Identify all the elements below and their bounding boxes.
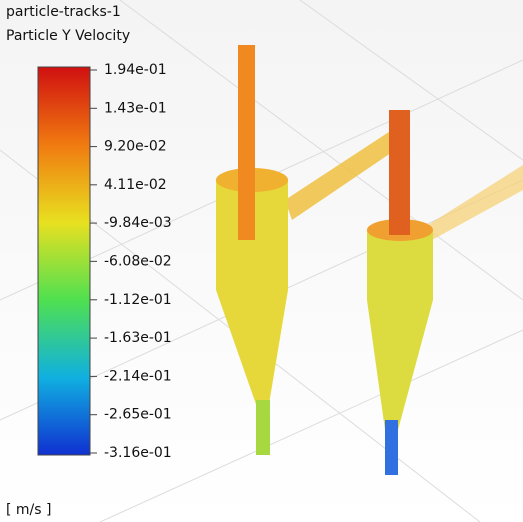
- page: particle-tracks-1 Particle Y Velocity [ …: [0, 0, 523, 522]
- pipe-right: [389, 110, 410, 235]
- tick-label: 4.11e-02: [104, 177, 167, 193]
- viewport: particle-tracks-1 Particle Y Velocity [ …: [0, 0, 523, 522]
- legend-title: particle-tracks-1: [6, 4, 121, 20]
- outlet-left: [256, 400, 270, 455]
- tick-label: -2.65e-01: [104, 407, 172, 423]
- tick-label: 1.43e-01: [104, 100, 167, 116]
- tick-label: -9.84e-03: [104, 215, 172, 231]
- legend-subtitle: Particle Y Velocity: [6, 28, 130, 44]
- colorbar: [38, 67, 90, 455]
- tick-label: -1.12e-01: [104, 292, 172, 308]
- outlet-right: [385, 420, 398, 475]
- tick-label: 1.94e-01: [104, 62, 167, 78]
- tick-label: -3.16e-01: [104, 445, 172, 461]
- pipe-left: [238, 45, 255, 240]
- legend-unit: [ m/s ]: [6, 502, 51, 518]
- tick-label: -6.08e-02: [104, 253, 172, 269]
- tick-label: 9.20e-02: [104, 139, 167, 155]
- tick-label: -1.63e-01: [104, 330, 172, 346]
- tick-label: -2.14e-01: [104, 368, 172, 384]
